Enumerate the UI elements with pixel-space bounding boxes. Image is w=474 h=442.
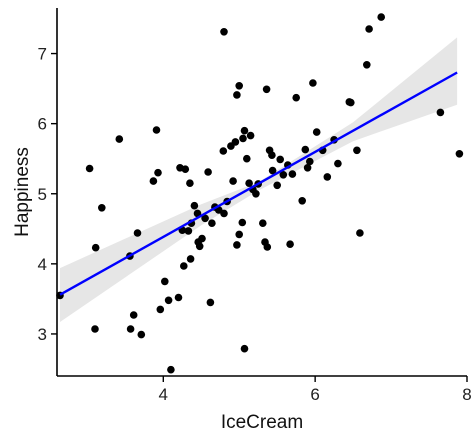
data-point bbox=[167, 365, 175, 374]
data-point bbox=[323, 173, 332, 181]
regression-line bbox=[59, 71, 458, 296]
data-point bbox=[262, 85, 271, 94]
data-point bbox=[204, 168, 212, 176]
data-point bbox=[301, 145, 310, 154]
data-point bbox=[115, 135, 124, 143]
data-point bbox=[286, 240, 294, 248]
data-point bbox=[193, 209, 202, 218]
x-tick-label: 6 bbox=[310, 385, 319, 404]
y-tick-label: 7 bbox=[38, 45, 47, 64]
y-axis-title: Happiness bbox=[12, 147, 33, 237]
data-point bbox=[279, 171, 288, 179]
data-point bbox=[149, 177, 158, 185]
ticks-layer: 4 6 8 3 4 5 6 7 bbox=[38, 45, 472, 404]
data-point bbox=[259, 219, 267, 227]
data-point bbox=[235, 82, 243, 90]
trend-line-layer bbox=[59, 71, 458, 296]
x-tick-label: 4 bbox=[159, 385, 168, 404]
data-point bbox=[334, 159, 342, 168]
data-point bbox=[231, 138, 240, 146]
data-point bbox=[126, 325, 135, 333]
data-point bbox=[184, 227, 193, 235]
data-point bbox=[252, 190, 260, 198]
confidence-band bbox=[60, 37, 458, 323]
data-point bbox=[245, 179, 253, 187]
data-point bbox=[98, 204, 106, 212]
data-point bbox=[85, 164, 94, 173]
x-axis-title: IceCream bbox=[221, 412, 303, 433]
data-point bbox=[455, 150, 464, 158]
data-point bbox=[220, 28, 228, 36]
x-tick-label: 8 bbox=[462, 385, 471, 404]
data-point bbox=[190, 201, 199, 210]
data-point bbox=[129, 311, 138, 319]
y-tick-label: 3 bbox=[38, 325, 47, 344]
data-point bbox=[347, 98, 355, 107]
data-point bbox=[276, 155, 285, 164]
data-point bbox=[133, 229, 142, 237]
data-point bbox=[243, 154, 251, 163]
data-point bbox=[436, 108, 445, 117]
data-point bbox=[137, 330, 146, 339]
data-points-layer bbox=[56, 13, 464, 374]
data-point bbox=[235, 230, 243, 239]
data-point bbox=[219, 147, 228, 155]
data-point bbox=[229, 177, 237, 185]
data-point bbox=[298, 197, 307, 205]
data-point bbox=[312, 128, 321, 136]
data-point bbox=[240, 344, 249, 353]
axes-layer bbox=[56, 8, 467, 377]
data-point bbox=[356, 229, 364, 237]
data-point bbox=[268, 166, 277, 175]
data-point bbox=[195, 242, 204, 251]
data-point bbox=[198, 234, 206, 243]
data-point bbox=[268, 151, 276, 159]
data-point bbox=[273, 181, 282, 190]
data-point bbox=[180, 262, 188, 270]
data-point bbox=[309, 79, 317, 87]
data-point bbox=[377, 13, 386, 21]
data-point bbox=[164, 296, 173, 305]
data-point bbox=[201, 214, 209, 223]
y-tick-label: 6 bbox=[38, 115, 47, 134]
data-point bbox=[353, 146, 361, 155]
confidence-band-layer bbox=[60, 37, 458, 323]
data-point bbox=[292, 93, 301, 102]
data-point bbox=[91, 325, 99, 333]
data-point bbox=[186, 255, 195, 263]
data-point bbox=[156, 305, 165, 314]
data-point bbox=[220, 209, 228, 218]
y-tick-label: 4 bbox=[38, 255, 47, 274]
data-point bbox=[288, 170, 297, 178]
y-tick-label: 5 bbox=[38, 185, 47, 204]
data-point bbox=[186, 179, 194, 187]
data-point bbox=[233, 241, 241, 249]
data-point bbox=[306, 157, 314, 166]
data-point bbox=[303, 164, 312, 172]
data-point bbox=[239, 134, 247, 143]
data-point bbox=[246, 131, 255, 140]
data-point bbox=[206, 298, 215, 307]
data-point bbox=[240, 126, 249, 135]
data-point bbox=[154, 168, 162, 177]
data-point bbox=[181, 165, 190, 173]
data-point bbox=[208, 219, 216, 227]
data-point bbox=[263, 243, 272, 251]
data-point bbox=[233, 91, 241, 99]
data-point bbox=[174, 293, 183, 302]
data-point bbox=[363, 61, 371, 69]
data-point bbox=[365, 25, 373, 33]
data-point bbox=[91, 243, 100, 252]
data-point bbox=[238, 218, 247, 227]
data-point bbox=[161, 277, 169, 286]
data-point bbox=[152, 126, 161, 134]
